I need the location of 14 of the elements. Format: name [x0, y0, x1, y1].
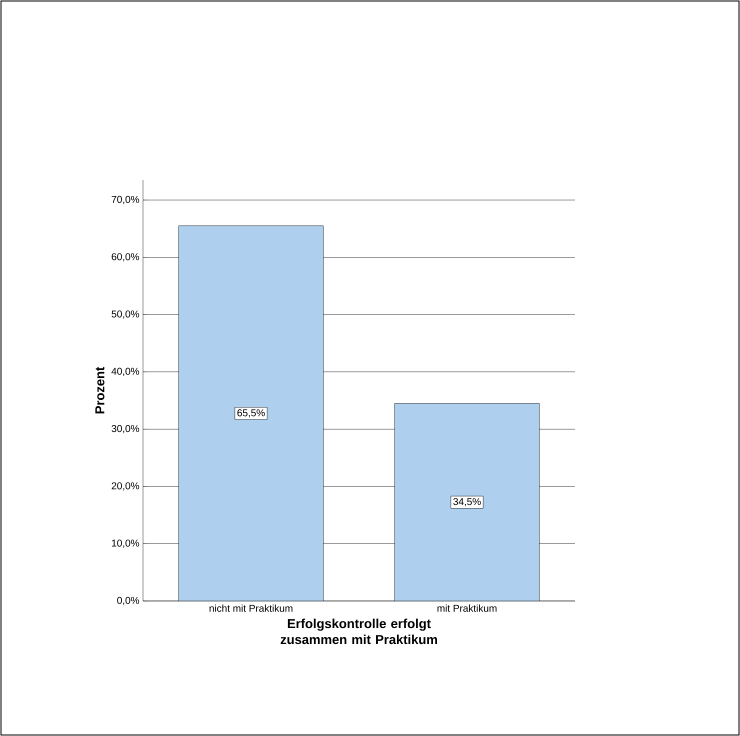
x-tick-label: mit Praktikum [437, 604, 497, 612]
x-tick-label: nicht mit Praktikum [210, 604, 292, 612]
y-tick-label: 10,0% [112, 540, 140, 548]
y-tick-label: 60,0% [112, 253, 140, 262]
y-tick-label: 0,0% [117, 596, 140, 606]
data-label: 65,5% [237, 409, 265, 418]
y-tick-label: 20,0% [112, 482, 140, 491]
y-axis-title: Prozent [95, 366, 104, 414]
y-tick-label: 50,0% [112, 310, 140, 319]
y-tick-label: 70,0% [112, 196, 140, 204]
y-tick-label: 40,0% [111, 368, 140, 376]
x-axis-title: Erfolgskontrolle erfolgt zusammen mit Praktikum [280, 618, 438, 644]
data-label: 34,5% [453, 498, 481, 506]
y-tick-label: 30,0% [112, 425, 140, 434]
